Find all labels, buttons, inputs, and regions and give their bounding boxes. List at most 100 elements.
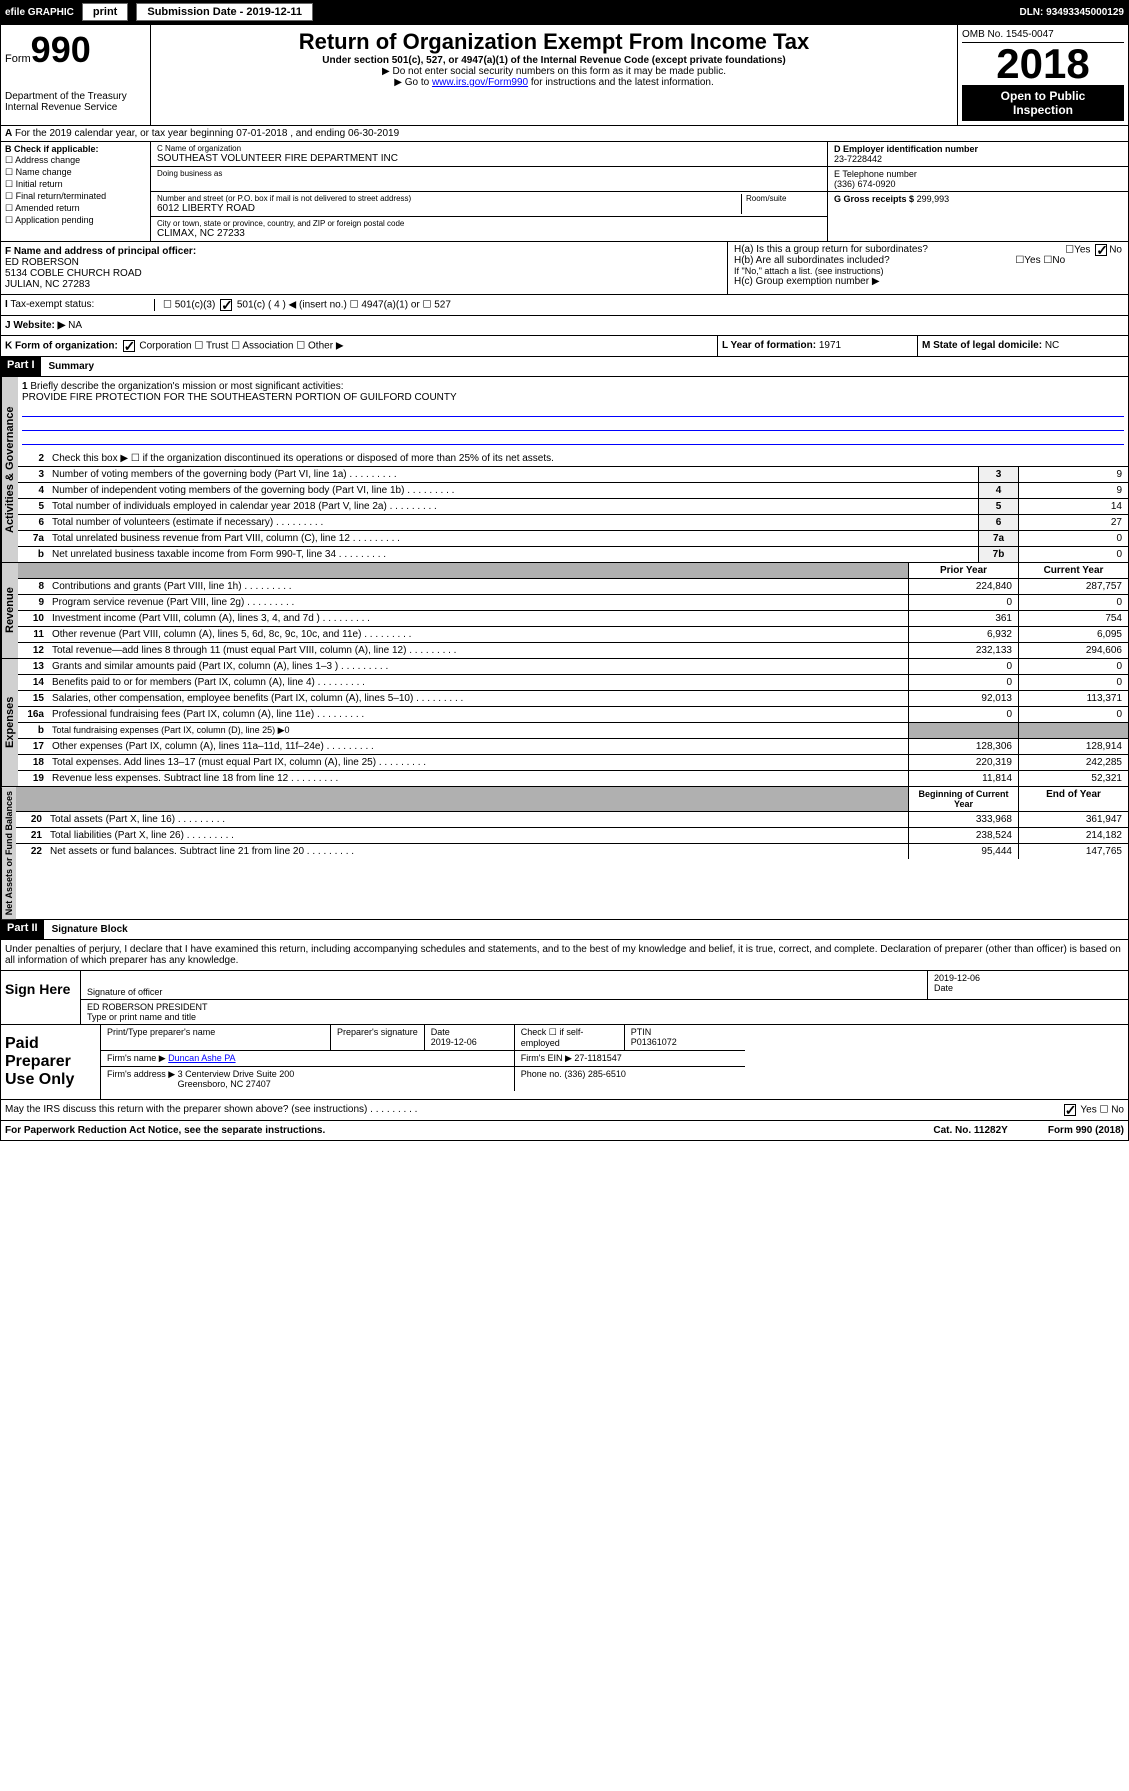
check-pending[interactable]: ☐ Application pending (5, 215, 146, 226)
check-final[interactable]: ☐ Final return/terminated (5, 191, 146, 202)
table-row: 13Grants and similar amounts paid (Part … (18, 659, 1128, 675)
form-header: Form990 Department of the Treasury Inter… (0, 24, 1129, 126)
table-row: 14Benefits paid to or for members (Part … (18, 675, 1128, 691)
table-row: 5Total number of individuals employed in… (18, 499, 1128, 515)
info-grid: B Check if applicable: ☐ Address change … (0, 142, 1129, 242)
table-row: 7aTotal unrelated business revenue from … (18, 531, 1128, 547)
row-klm: K Form of organization: Corporation ☐ Tr… (0, 336, 1129, 357)
sign-here-label: Sign Here (1, 971, 81, 1024)
dln-label: DLN: 93493345000129 (1019, 7, 1124, 18)
officer-name: ED ROBERSON (5, 257, 79, 268)
tax-status-row: I Tax-exempt status: ☐ 501(c)(3) 501(c) … (0, 295, 1129, 316)
table-row: 15Salaries, other compensation, employee… (18, 691, 1128, 707)
ein: 23-7228442 (834, 154, 882, 164)
discuss-yes-checkbox[interactable] (1064, 1104, 1076, 1116)
revenue-section: Revenue Prior YearCurrent Year 8Contribu… (0, 563, 1129, 659)
box-m: M State of legal domicile: NC (918, 336, 1128, 356)
table-row: bTotal fundraising expenses (Part IX, co… (18, 723, 1128, 739)
tax-year: 2018 (962, 43, 1124, 85)
box-b: B Check if applicable: ☐ Address change … (1, 142, 151, 241)
table-row: 22Net assets or fund balances. Subtract … (16, 844, 1128, 859)
table-row: 17Other expenses (Part IX, column (A), l… (18, 739, 1128, 755)
corp-checkbox[interactable] (123, 340, 135, 352)
paid-preparer-section: Paid Preparer Use Only Print/Type prepar… (0, 1025, 1129, 1100)
table-row: 18Total expenses. Add lines 13–17 (must … (18, 755, 1128, 771)
street-address: 6012 LIBERTY ROAD (157, 203, 741, 214)
firm-ein: 27-1181547 (574, 1053, 621, 1063)
table-row: 21Total liabilities (Part X, line 26)238… (16, 828, 1128, 844)
firm-name-link[interactable]: Duncan Ashe PA (168, 1053, 235, 1063)
officer-address: 5134 COBLE CHURCH ROAD JULIAN, NC 27283 (5, 268, 142, 290)
table-row: 9Program service revenue (Part VIII, lin… (18, 595, 1128, 611)
check-amended[interactable]: ☐ Amended return (5, 203, 146, 214)
efile-label: efile GRAPHIC (5, 7, 74, 18)
netassets-section: Net Assets or Fund Balances Beginning of… (0, 787, 1129, 920)
check-initial[interactable]: ☐ Initial return (5, 179, 146, 190)
perjury-text: Under penalties of perjury, I declare th… (0, 940, 1129, 971)
netassets-label: Net Assets or Fund Balances (1, 787, 16, 919)
table-row: 20Total assets (Part X, line 16)333,9683… (16, 812, 1128, 828)
box-h: H(a) Is this a group return for subordin… (728, 242, 1128, 294)
expenses-section: Expenses 13Grants and similar amounts pa… (0, 659, 1129, 787)
discuss-row: May the IRS discuss this return with the… (0, 1100, 1129, 1121)
sign-section: Sign Here Signature of officer 2019-12-0… (0, 971, 1129, 1025)
table-row: 12Total revenue—add lines 8 through 11 (… (18, 643, 1128, 658)
box-k: K Form of organization: Corporation ☐ Tr… (1, 336, 718, 356)
phone: (336) 674-0920 (834, 179, 896, 189)
table-row: 3Number of voting members of the governi… (18, 467, 1128, 483)
form-title: Return of Organization Exempt From Incom… (155, 29, 953, 55)
topbar: efile GRAPHIC print Submission Date - 20… (0, 0, 1129, 24)
table-row: 4Number of independent voting members of… (18, 483, 1128, 499)
print-button[interactable]: print (82, 3, 128, 21)
firm-phone: (336) 285-6510 (564, 1069, 626, 1079)
firm-address: 3 Centerview Drive Suite 200 Greensboro,… (178, 1069, 295, 1089)
check-address[interactable]: ☐ Address change (5, 155, 146, 166)
footer-row: For Paperwork Reduction Act Notice, see … (0, 1121, 1129, 1141)
ha-no-checkbox[interactable] (1095, 244, 1107, 256)
gross-receipts: 299,993 (917, 194, 950, 204)
prep-date: 2019-12-06 (431, 1037, 477, 1047)
table-row: 8Contributions and grants (Part VIII, li… (18, 579, 1128, 595)
form-subtitle: Under section 501(c), 527, or 4947(a)(1)… (155, 55, 953, 66)
box-c: C Name of organization SOUTHEAST VOLUNTE… (151, 142, 828, 241)
org-name: SOUTHEAST VOLUNTEER FIRE DEPARTMENT INC (157, 153, 821, 164)
box-l: L Year of formation: 1971 (718, 336, 918, 356)
website-row: J Website: ▶ NA (0, 316, 1129, 336)
table-row: 11Other revenue (Part VIII, column (A), … (18, 627, 1128, 643)
header-mid: Return of Organization Exempt From Incom… (151, 25, 958, 125)
arrow2: ▶ Go to www.irs.gov/Form990 for instruct… (155, 77, 953, 88)
table-row: 16aProfessional fundraising fees (Part I… (18, 707, 1128, 723)
header-left: Form990 Department of the Treasury Inter… (1, 25, 151, 125)
officer-print-name: ED ROBERSON PRESIDENT (87, 1002, 208, 1012)
box-f: F Name and address of principal officer:… (1, 242, 728, 294)
paid-label: Paid Preparer Use Only (1, 1025, 101, 1099)
sign-date: 2019-12-06 (934, 973, 980, 983)
form-label: Form (5, 53, 31, 65)
part1-header: Part I Summary (0, 357, 1129, 377)
header-right: OMB No. 1545-0047 2018 Open to Public In… (958, 25, 1128, 125)
table-row: bNet unrelated business taxable income f… (18, 547, 1128, 562)
boxes-deg: D Employer identification number 23-7228… (828, 142, 1128, 241)
part2-header: Part II Signature Block (0, 920, 1129, 940)
website-value: NA (68, 320, 82, 331)
check-name[interactable]: ☐ Name change (5, 167, 146, 178)
table-row: 6Total number of volunteers (estimate if… (18, 515, 1128, 531)
governance-label: Activities & Governance (1, 377, 18, 562)
501c-checkbox[interactable] (220, 299, 232, 311)
submission-date-button[interactable]: Submission Date - 2019-12-11 (136, 3, 313, 21)
governance-section: Activities & Governance 1 Briefly descri… (0, 377, 1129, 563)
city-state-zip: CLIMAX, NC 27233 (157, 228, 821, 239)
mission-text: PROVIDE FIRE PROTECTION FOR THE SOUTHEAS… (22, 392, 457, 403)
irs-link[interactable]: www.irs.gov/Form990 (432, 77, 528, 88)
form-number: 990 (31, 29, 91, 70)
dept-label: Department of the Treasury Internal Reve… (5, 91, 146, 113)
ptin: P01361072 (631, 1037, 677, 1047)
calendar-year-row: A For the 2019 calendar year, or tax yea… (0, 126, 1129, 142)
table-row: 19Revenue less expenses. Subtract line 1… (18, 771, 1128, 786)
row-fgh: F Name and address of principal officer:… (0, 242, 1129, 295)
expenses-label: Expenses (1, 659, 18, 786)
arrow1: ▶ Do not enter social security numbers o… (155, 66, 953, 77)
revenue-label: Revenue (1, 563, 18, 658)
dba (157, 178, 821, 189)
table-row: 10Investment income (Part VIII, column (… (18, 611, 1128, 627)
